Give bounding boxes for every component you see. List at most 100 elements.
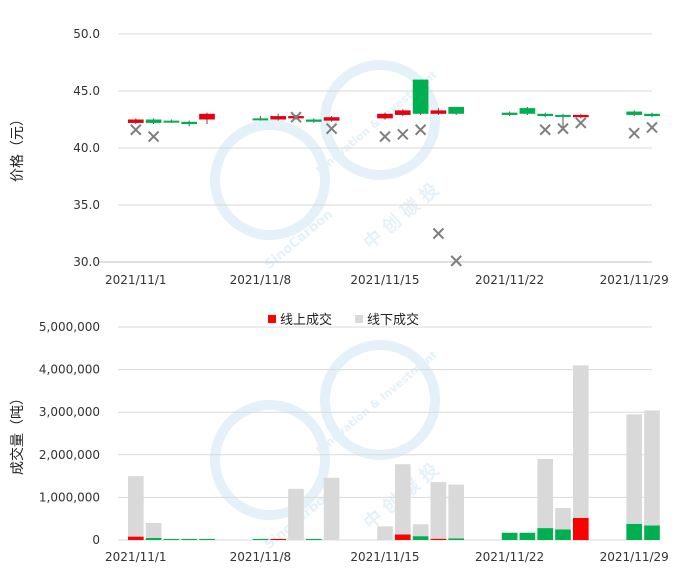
offline-price-marker [325, 122, 338, 135]
volume-bar-online [199, 538, 215, 540]
candle-body [519, 108, 536, 114]
legend-label-offline: 线下成交 [367, 312, 419, 328]
volume-bar-online [305, 538, 322, 540]
volume-bar [145, 522, 162, 540]
volume-y-tick-label: 3,000,000 [39, 405, 100, 419]
candle-body [537, 113, 554, 117]
price-y-axis-label: 价格（元） [10, 112, 26, 182]
volume-bar [448, 484, 465, 540]
candle-body [163, 120, 180, 123]
marker-stroke [290, 111, 302, 123]
marker-stroke [646, 121, 658, 134]
price-x-tick-label: 2021/11/15 [350, 273, 419, 287]
volume-bar-offline [394, 464, 411, 535]
volume-bar-offline [412, 524, 429, 537]
volume-bar-offline [537, 459, 554, 529]
volume-bar-offline [377, 526, 393, 540]
price-candle [412, 79, 429, 115]
volume-y-tick-label: 0 [92, 533, 100, 547]
price-x-tick-label: 2021/11/22 [475, 273, 544, 287]
marker-stroke [432, 227, 445, 240]
volume-bar [644, 410, 660, 540]
volume-bar-online [394, 534, 411, 540]
volume-y-ticks: 0 1,000,000 2,000,000 3,000,000 4,000,000 5,0… [39, 320, 100, 547]
candle-body [305, 119, 322, 122]
volume-bar [288, 488, 304, 540]
marker-stroke [557, 122, 569, 135]
price-candle [448, 106, 465, 115]
price-candle [270, 113, 287, 121]
volume-bar [572, 365, 589, 540]
candle-body [448, 106, 465, 114]
price-candle [430, 108, 447, 115]
candle-body [252, 118, 269, 121]
volume-bar-offline [555, 508, 571, 530]
offline-price-marker [397, 128, 409, 141]
volume-x-tick-label: 2021/11/29 [600, 550, 669, 564]
volume-bar-online [430, 538, 447, 540]
marker-stroke [539, 124, 551, 136]
watermark-ring-left-2 [210, 400, 330, 520]
candle-body [199, 113, 215, 120]
price-candle [181, 120, 198, 127]
volume-bar [555, 508, 571, 540]
volume-bar-offline [145, 522, 162, 538]
marker-stroke [397, 128, 409, 141]
offline-price-marker [575, 117, 587, 129]
marker-stroke [450, 255, 462, 267]
volume-bar-offline [448, 484, 465, 539]
price-candle [252, 116, 269, 121]
price-candle [163, 119, 180, 123]
price-candle [519, 106, 536, 115]
volume-bar [537, 459, 554, 540]
price-candle [572, 113, 589, 119]
volume-bar-online [626, 523, 643, 540]
watermark-logo-top: SinoCarbon Innovation & Investment 中 创 碳… [210, 60, 443, 273]
candle-body [626, 111, 643, 115]
volume-bar [163, 538, 180, 540]
marker-stroke [414, 124, 427, 136]
volume-bar [181, 538, 198, 540]
candle-body [270, 116, 287, 120]
candle-body [644, 113, 660, 117]
volume-bar-online [501, 532, 518, 540]
watermark-text-cn: 中 创 碳 投 [359, 179, 443, 254]
volume-bar-offline [572, 365, 589, 518]
volume-y-tick-label: 2,000,000 [39, 448, 100, 462]
price-candle [644, 112, 660, 118]
candle-body [127, 119, 144, 123]
candle-body [430, 110, 447, 114]
marker-stroke [628, 127, 640, 139]
marker-stroke [130, 124, 142, 136]
price-candle [145, 118, 162, 125]
offline-price-marker [432, 227, 445, 240]
candle-body [323, 117, 340, 121]
price-candles [127, 79, 660, 130]
candle-body [412, 79, 429, 114]
marker-stroke [575, 117, 587, 129]
price-candle [501, 111, 518, 117]
volume-bar [626, 414, 643, 540]
price-x-ticks: 2021/11/1 2021/11/8 2021/11/15 2021/11/22 20… [105, 273, 669, 287]
volume-bar-online [163, 538, 180, 540]
price-gridlines [98, 33, 652, 263]
volume-bar [519, 532, 536, 540]
volume-chart: 成交量（吨） 0 1,000,000 2,000,000 3,000,000 4,000… [9, 312, 669, 564]
price-candle [323, 116, 340, 122]
price-y-ticks: 30.0 35.0 40.0 45.0 50.0 [73, 27, 100, 269]
price-candle [537, 112, 554, 118]
offline-price-marker [628, 127, 640, 139]
price-y-tick-label: 50.0 [73, 27, 100, 41]
price-x-tick-label: 2021/11/29 [600, 273, 669, 287]
volume-bar-online [572, 517, 589, 540]
price-candle [394, 109, 411, 117]
volume-bar-online [181, 538, 198, 540]
volume-bar-online [644, 525, 660, 540]
volume-bars [127, 365, 660, 540]
price-y-tick-label: 35.0 [73, 198, 100, 212]
volume-bar [323, 477, 340, 540]
volume-bar-online [537, 528, 554, 540]
volume-bar-offline [430, 482, 447, 539]
volume-bar-offline [288, 488, 304, 540]
